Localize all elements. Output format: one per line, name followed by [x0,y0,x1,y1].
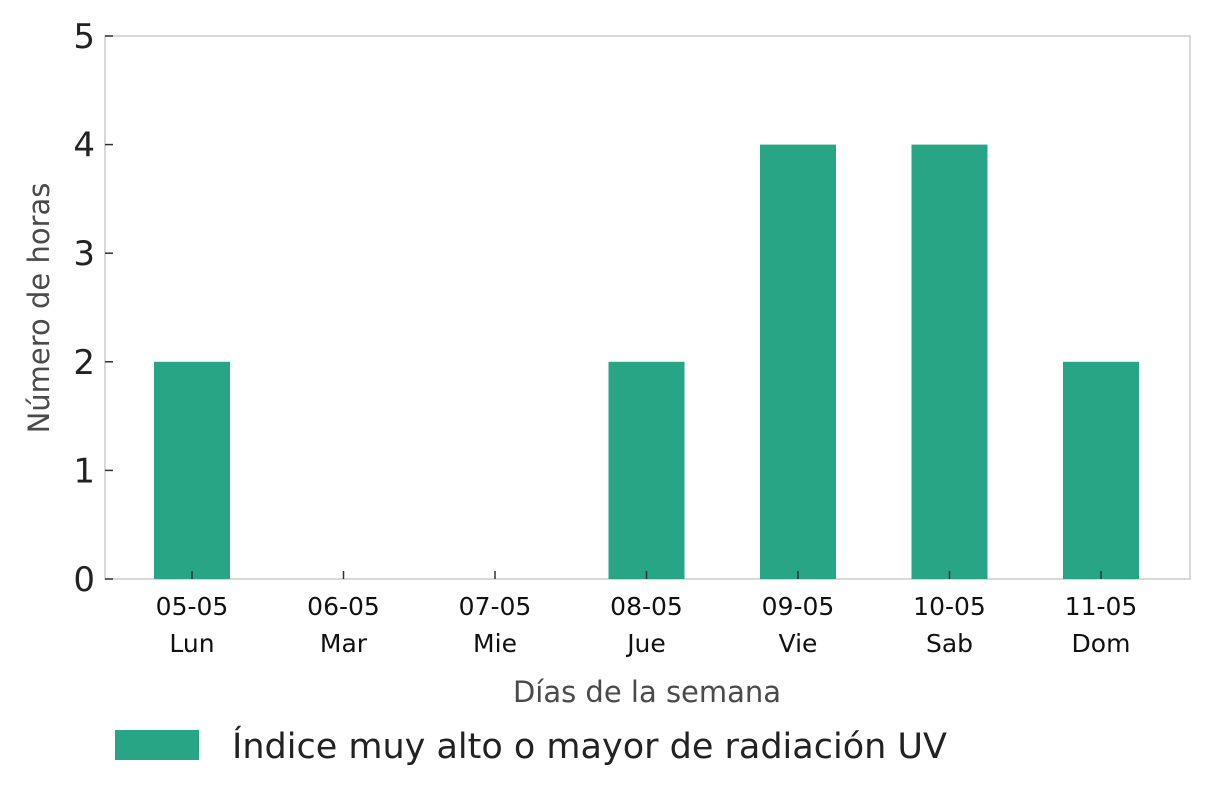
x-axis-ticks: 05-05 Lun 06-05 Mar 07-05 Mie 08-05 Jue 09-05 Vie… [156,571,1138,658]
x-tick-label-day-Mar: Mar [320,629,368,658]
x-tick-label-date-07-05: 07-05 [459,592,532,621]
y-tick-label-3: 3 [73,234,95,274]
y-axis-title: Número de horas [22,183,56,434]
legend-swatch [115,730,199,760]
x-tick-label-date-10-05: 10-05 [913,592,986,621]
y-tick-label-4: 4 [73,126,95,166]
x-axis-title: Días de la semana [513,675,781,709]
x-tick-label-day-Dom: Dom [1072,629,1131,658]
x-tick-label-date-06-05: 06-05 [307,592,380,621]
x-tick-label-date-11-05: 11-05 [1065,592,1138,621]
legend-label: Índice muy alto o mayor de radiación UV [232,725,947,767]
bar-08-05 [608,361,685,579]
x-tick-label-day-Vie: Vie [779,629,818,658]
y-tick-label-0: 0 [73,560,95,600]
y-axis-ticks: 0 1 2 3 4 5 [73,17,113,600]
x-tick-label-day-Mie: Mie [473,629,517,658]
x-tick-label-day-Jue: Jue [625,629,666,658]
x-tick-label-date-09-05: 09-05 [762,592,835,621]
y-tick-label-2: 2 [73,343,95,383]
bar-11-05 [1063,361,1139,579]
y-tick-label-5: 5 [73,17,95,57]
bar-10-05 [911,144,988,579]
bar-05-05 [154,361,230,579]
x-tick-label-date-05-05: 05-05 [156,592,229,621]
y-tick-label-1: 1 [73,451,95,491]
bars-group [154,144,1139,579]
legend: Índice muy alto o mayor de radiación UV [115,725,947,767]
x-tick-label-date-08-05: 08-05 [610,592,683,621]
x-tick-label-day-Sab: Sab [926,629,973,658]
bar-09-05 [760,144,836,579]
x-tick-label-day-Lun: Lun [169,629,214,658]
